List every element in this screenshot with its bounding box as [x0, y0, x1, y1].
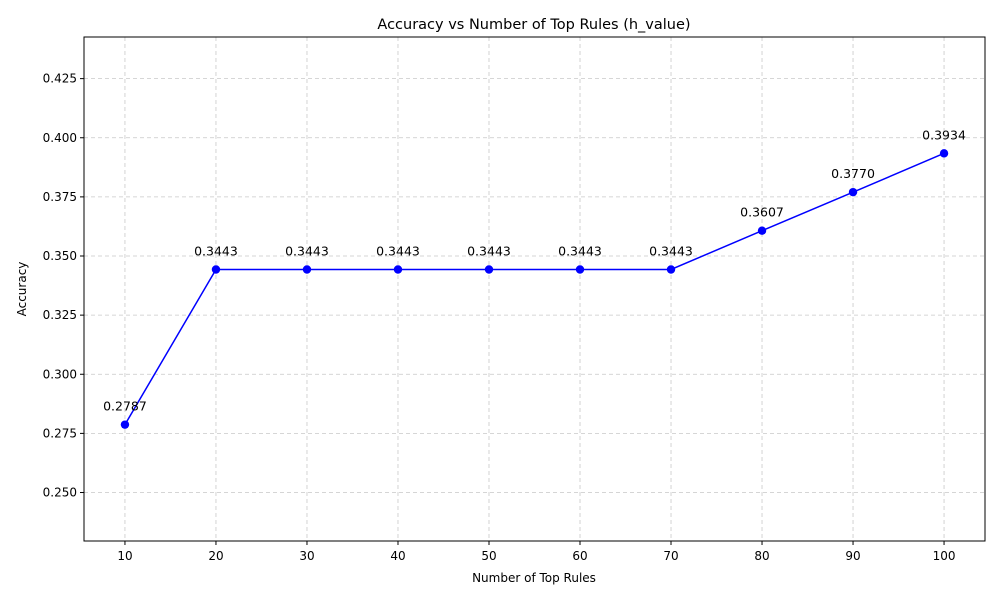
- y-tick-label: 0.325: [43, 308, 77, 322]
- y-tick-label: 0.425: [43, 72, 77, 86]
- data-label: 0.3443: [194, 243, 238, 258]
- x-tick-label: 70: [663, 549, 678, 563]
- data-label: 0.3770: [831, 166, 875, 181]
- data-point: [211, 265, 221, 274]
- x-axis-ticks: 10 20 30 40 50 60 70 80 90 100: [117, 541, 955, 563]
- x-tick-label: 60: [572, 549, 587, 563]
- x-tick-label: 40: [390, 549, 405, 563]
- data-labels: 0.2787 0.3443 0.3443 0.3443 0.3443 0.3443 0.34…: [103, 127, 966, 413]
- series-line: [124, 152, 945, 426]
- data-point: [302, 265, 312, 274]
- x-axis-label: Number of Top Rules: [472, 571, 596, 585]
- x-tick-label: 10: [117, 549, 132, 563]
- data-label: 0.3443: [467, 243, 511, 258]
- y-tick-label: 0.400: [43, 131, 77, 145]
- data-label: 0.3934: [922, 127, 966, 142]
- x-tick-label: 80: [754, 549, 769, 563]
- y-axis-ticks: 0.250 0.275 0.300 0.325 0.350 0.375 0.400 0.425: [43, 72, 84, 500]
- data-label: 0.3607: [740, 205, 784, 220]
- x-tick-label: 20: [208, 549, 223, 563]
- data-point: [484, 265, 494, 274]
- grid-lines: [84, 37, 985, 541]
- data-label: 0.2787: [103, 399, 147, 414]
- series-line-path: [124, 152, 945, 426]
- data-label: 0.3443: [376, 243, 420, 258]
- data-point: [757, 226, 767, 235]
- plot-frame: [83, 36, 986, 542]
- y-tick-label: 0.300: [43, 367, 77, 381]
- x-tick-label: 50: [481, 549, 496, 563]
- data-point: [848, 187, 858, 197]
- data-point: [120, 420, 130, 429]
- y-tick-label: 0.275: [43, 426, 77, 440]
- y-axis-label: Accuracy: [15, 262, 29, 317]
- data-label: 0.3443: [558, 243, 602, 258]
- chart-title: Accuracy vs Number of Top Rules (h_value…: [377, 17, 690, 33]
- x-tick-label: 100: [933, 549, 956, 563]
- data-point: [393, 265, 403, 274]
- data-label: 0.3443: [285, 243, 329, 258]
- x-tick-label: 90: [845, 549, 860, 563]
- data-point: [575, 265, 585, 274]
- y-tick-label: 0.375: [43, 190, 77, 204]
- data-point: [939, 149, 949, 158]
- y-tick-label: 0.250: [43, 486, 77, 500]
- data-point: [666, 265, 676, 274]
- data-points: [120, 149, 949, 429]
- y-tick-label: 0.350: [43, 249, 77, 263]
- x-tick-label: 30: [299, 549, 314, 563]
- data-label: 0.3443: [649, 243, 693, 258]
